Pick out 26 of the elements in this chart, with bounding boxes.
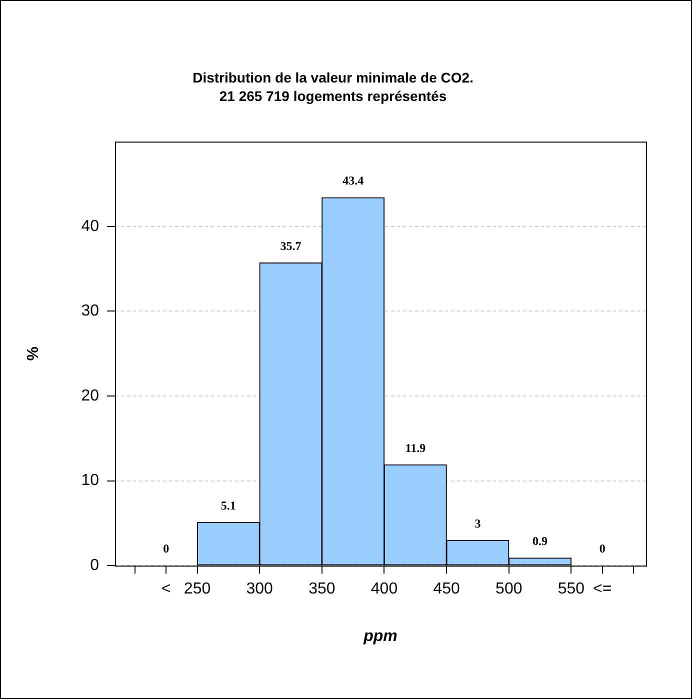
y-tick-label: 40 (81, 218, 100, 235)
x-tick-label: 400 (370, 580, 398, 598)
data-label: 0.9 (532, 534, 548, 548)
data-label: 0 (599, 542, 606, 556)
data-label: 35.7 (280, 238, 302, 253)
y-axis-title: % (25, 346, 42, 361)
x-tick-label: <= (593, 580, 612, 598)
x-tick-label: 300 (246, 580, 274, 598)
y-tick-label: 10 (81, 472, 100, 490)
x-tick-label: < (161, 580, 171, 598)
chart-title: Distribution de la valeur minimale de CO2. (192, 69, 474, 86)
data-label: 0 (163, 542, 170, 556)
y-tick-label: 30 (81, 302, 100, 320)
y-tick-label: 0 (90, 557, 100, 574)
x-tick-label: 450 (433, 580, 460, 598)
data-label: 11.9 (405, 440, 426, 455)
data-label: 3 (474, 516, 481, 530)
data-label: 5.1 (220, 498, 236, 512)
data-label: 43.4 (342, 174, 364, 188)
chart-subtitle: 21 265 719 logements représentés (219, 88, 447, 104)
y-tick-label: 20 (81, 387, 100, 404)
x-tick-label: 250 (184, 580, 211, 598)
x-axis-title: ppm (362, 628, 398, 645)
x-tick-label: 350 (308, 580, 336, 598)
x-tick-label: 500 (496, 580, 522, 598)
x-tick-label: 550 (558, 580, 585, 598)
